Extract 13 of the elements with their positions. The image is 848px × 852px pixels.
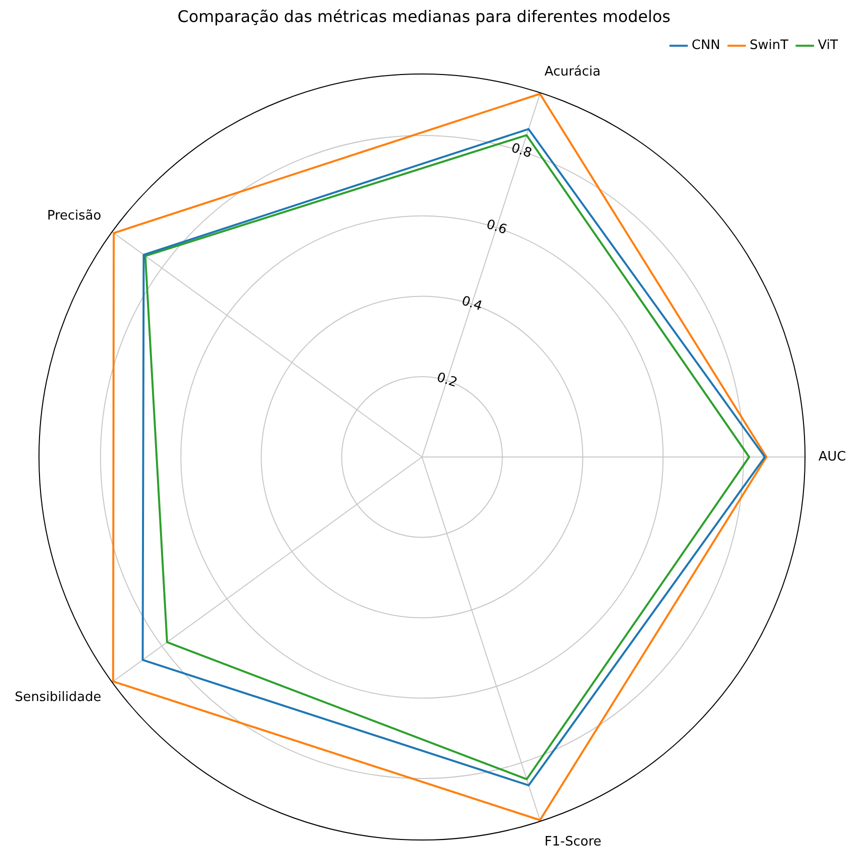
spoke-label: Acurácia bbox=[544, 64, 601, 80]
y-tick-label: 0.8 bbox=[509, 140, 534, 162]
legend-label: CNN bbox=[692, 38, 720, 54]
y-tick-label: 0.6 bbox=[484, 217, 509, 238]
chart-title: Comparação das métricas medianas para diferentes modelos bbox=[178, 6, 670, 26]
spoke-label: Sensibilidade bbox=[14, 690, 102, 706]
spoke-label: Precisão bbox=[47, 208, 102, 224]
y-tick-label: 0.4 bbox=[460, 294, 484, 314]
y-tick-label: 0.2 bbox=[434, 370, 460, 391]
spoke-label: F1-Score bbox=[544, 834, 602, 850]
legend-label: ViT bbox=[818, 38, 838, 54]
legend-label: SwinT bbox=[750, 38, 788, 54]
spoke-label: AUC bbox=[818, 449, 846, 464]
